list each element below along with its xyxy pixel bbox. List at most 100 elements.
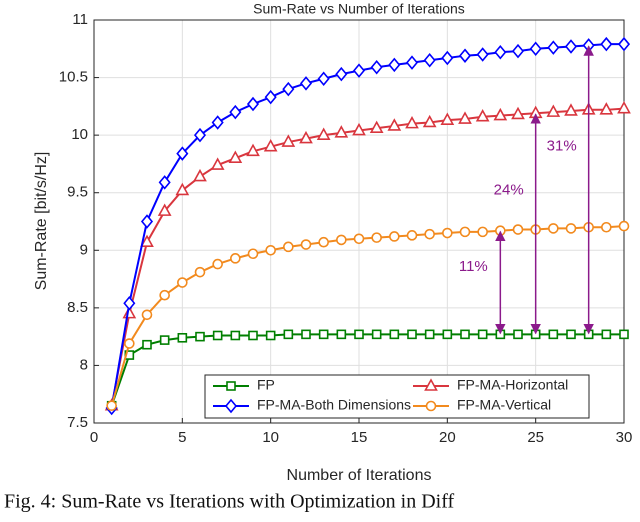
data-point <box>229 104 242 120</box>
y-tick-label: 10.5 <box>59 69 88 86</box>
data-point <box>601 221 612 233</box>
data-point <box>494 44 507 60</box>
data-point <box>334 125 349 138</box>
legend-marker <box>424 378 438 391</box>
annotation-label: 24% <box>494 182 524 199</box>
data-point <box>564 103 578 116</box>
annotation-label: 31% <box>547 137 577 154</box>
data-point <box>124 338 135 349</box>
data-point <box>265 244 276 256</box>
data-point <box>157 203 172 216</box>
data-point <box>371 232 382 243</box>
data-point <box>617 100 631 114</box>
data-point <box>424 329 435 340</box>
x-tick-label: 15 <box>351 429 368 446</box>
data-point <box>458 111 472 124</box>
data-point <box>369 120 384 134</box>
data-point <box>230 330 241 341</box>
data-point <box>388 57 401 73</box>
data-point <box>318 329 329 340</box>
x-tick-label: 5 <box>178 429 186 446</box>
y-tick-label: 8 <box>80 356 88 373</box>
data-point <box>212 258 223 270</box>
data-point <box>300 239 312 250</box>
data-point <box>177 277 188 288</box>
data-point <box>529 41 542 57</box>
data-point <box>548 329 559 340</box>
legend-marker <box>224 398 238 414</box>
data-point <box>301 329 311 340</box>
data-point <box>406 230 418 241</box>
data-point <box>194 266 206 278</box>
data-point <box>458 48 472 63</box>
data-point <box>193 127 207 143</box>
data-point <box>283 329 294 340</box>
data-point <box>281 134 296 147</box>
x-tick-label: 25 <box>527 429 544 446</box>
data-point <box>352 63 366 78</box>
legend-box <box>204 374 590 419</box>
y-tick-label: 9 <box>80 241 88 258</box>
data-point <box>566 329 576 340</box>
data-point <box>212 330 223 341</box>
data-point <box>423 53 436 68</box>
data-point <box>283 241 294 253</box>
data-point <box>424 228 435 240</box>
data-point <box>247 248 259 260</box>
data-point <box>352 122 366 136</box>
legend-label: FP-MA-Vertical <box>457 397 551 413</box>
annotation-label: 11% <box>459 258 488 275</box>
data-point <box>246 143 260 157</box>
data-point <box>440 112 455 125</box>
data-point <box>228 150 243 163</box>
data-point <box>123 296 136 311</box>
data-point <box>211 115 224 130</box>
data-point <box>476 47 489 62</box>
x-tick-label: 10 <box>262 429 279 446</box>
data-point <box>405 55 419 70</box>
data-point <box>599 102 614 115</box>
data-point <box>512 224 524 235</box>
data-point <box>511 106 525 120</box>
data-point <box>175 182 190 196</box>
data-point <box>246 96 260 112</box>
legend-marker <box>226 381 236 391</box>
data-point <box>354 329 364 340</box>
data-point <box>389 231 400 242</box>
legend-label: FP-MA-Both Dimensions <box>257 397 411 413</box>
data-point <box>460 329 470 340</box>
data-point <box>317 71 330 86</box>
data-point <box>617 36 631 52</box>
x-axis-label: Number of Iterations <box>287 467 432 484</box>
data-point <box>389 329 400 340</box>
data-point <box>299 76 313 91</box>
data-point <box>248 330 258 341</box>
data-point <box>600 36 613 52</box>
y-tick-label: 11 <box>72 11 88 28</box>
chart-title: Sum-Rate vs Number of Iterations <box>253 1 465 17</box>
data-point <box>619 329 629 340</box>
data-point <box>601 329 612 340</box>
data-point <box>318 236 329 248</box>
y-axis-label: Sum-Rate [bit/s/Hz] <box>33 152 50 291</box>
data-point <box>316 127 331 140</box>
data-point <box>193 168 207 182</box>
data-point <box>140 234 154 248</box>
data-point <box>511 43 525 59</box>
data-point <box>336 329 347 340</box>
data-point <box>140 214 154 229</box>
data-point <box>459 226 471 238</box>
data-point <box>159 335 170 345</box>
data-point <box>405 115 419 129</box>
data-point <box>475 109 490 122</box>
x-tick-label: 30 <box>616 429 633 446</box>
data-point <box>477 226 488 238</box>
x-tick-label: 0 <box>90 429 98 446</box>
data-point <box>422 114 437 128</box>
data-point <box>477 329 488 340</box>
data-point <box>371 329 382 340</box>
x-tick-label: 20 <box>439 429 456 446</box>
data-point <box>370 59 383 75</box>
